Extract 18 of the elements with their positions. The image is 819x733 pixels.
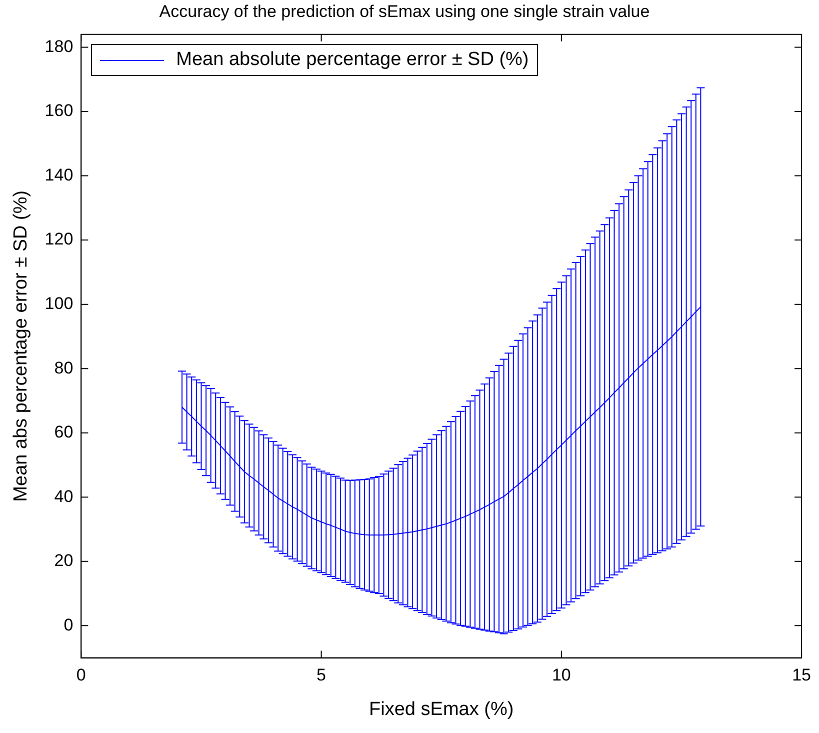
y-tick-label: 40 [54,486,74,506]
chart-title: Accuracy of the prediction of sEmax using one single strain value [159,2,650,21]
y-tick-label: 20 [54,551,74,570]
y-tick-label: 160 [44,101,74,120]
x-axis-title: Fixed sEmax (%) [369,698,514,720]
y-tick-label: 60 [54,422,74,442]
x-tick-label: 15 [792,666,812,685]
x-tick-label: 10 [552,666,571,685]
y-tick-label: 140 [44,165,74,184]
y-tick-label: 180 [44,36,74,56]
x-tick-label: 5 [316,666,326,685]
legend-label: Mean absolute percentage error ± SD (%) [176,49,529,72]
y-axis-title: Mean abs percentage error ± SD (%) [10,190,32,502]
x-tick-label: 0 [76,666,86,685]
y-tick-label: 120 [44,230,74,249]
y-tick-label: 80 [54,358,74,378]
y-tick-label: 100 [44,294,74,314]
y-tick-label: 0 [64,615,74,634]
